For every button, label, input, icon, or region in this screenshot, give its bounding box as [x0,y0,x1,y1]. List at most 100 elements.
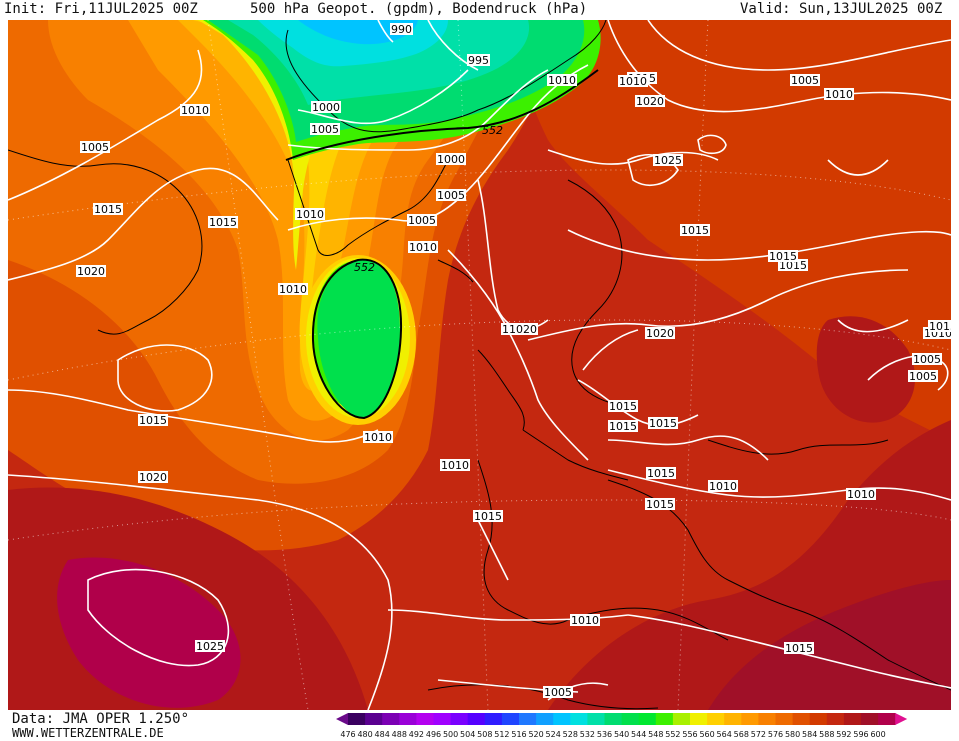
legend-swatch [501,713,520,725]
legend-tick-label: 560 [699,730,714,739]
isobar-label-text: 1005 [311,123,339,136]
isobar-label-box [208,216,238,228]
legend-swatch [826,713,845,725]
isobar-label-box [138,414,168,426]
isobar-label: 1015 [138,414,168,427]
legend-swatch [348,713,366,725]
isobar-label: 1015 [208,216,238,229]
legend-swatch [638,713,657,725]
geopotential-label: 552 [482,124,503,137]
isobar-label-box [784,642,814,654]
legend-swatch [382,713,400,725]
isobar-label-text: 1010 [409,241,437,254]
isobar-label-text: 1005 [544,686,572,699]
isobar-label-box [80,141,110,153]
isobar-label-text: 1015 [929,320,951,333]
weather-map: 552 552 99099510001005101010151010100510… [8,20,951,710]
isobar-label-box [436,189,466,201]
legend-swatch [655,713,674,725]
isobar-label-box [278,283,308,295]
isobar-label-text: 1015 [681,224,709,237]
isobar-label: 1010 [570,614,600,627]
legend-tick-label: 556 [682,730,697,739]
isobar-label-box [824,88,854,100]
legend-tick-label: 592 [836,730,851,739]
isobar-label-text: 1010 [571,614,599,627]
isobar-label-box [436,153,466,165]
legend-swatch [467,713,486,725]
isobar-label: 1010 [846,488,876,501]
website-label: WWW.WETTERZENTRALE.DE [12,726,164,740]
geopotential-552-lines [285,69,599,420]
isobar-label: 1005 [80,141,110,154]
legend-tick-label: 520 [528,730,543,739]
isobar-label: 1020 [635,95,665,108]
isobar-label-text: 1015 [94,203,122,216]
isobar-label: 1015 [646,467,676,480]
isobar-label-text: 1015 [609,420,637,433]
isobar-label: 1005 [908,370,938,383]
isobar-label-text: 1000 [437,153,465,166]
legend-swatch [519,713,537,725]
legend-tick-label: 552 [665,730,680,739]
geopotential-field [8,20,951,710]
isobar-label: 1000 [311,101,341,114]
isobar-label-box [846,488,876,500]
isobar-label: 1015 [93,203,123,216]
legend-tick-label: 596 [853,730,868,739]
data-source-label: Data: JMA OPER 1.250° [12,711,190,727]
legend-tick-label: 480 [357,730,372,739]
legend-tick-label: 516 [511,730,526,739]
isobar-label-box [76,265,106,277]
isobar-label-text: 1020 [139,471,167,484]
isobar-label-text: 1005 [909,370,937,383]
isobar-label-box [908,370,938,382]
isobar-label-box [648,417,678,429]
isobar-label: 1010 [180,104,210,117]
legend-tick-label: 508 [477,730,492,739]
legend-swatch [672,713,691,725]
isobar-label: 995 [467,54,490,67]
isobar-label-box [390,23,413,35]
legend-left-arrow [336,713,348,725]
legend-right-arrow [895,713,908,725]
legend-swatch [433,713,452,725]
legend-swatch [621,713,640,725]
isobar-label: 1015 [648,417,678,430]
legend-swatch [843,713,862,725]
isobar-label-text: 1010 [181,104,209,117]
legend-tick-label: 568 [734,730,749,739]
isobar-label: 1005 [407,214,437,227]
isobar-label-text: 1010 [364,431,392,444]
isobar-label-box [608,420,638,432]
isobar-label: 1015 [680,224,710,237]
legend-tick-label: 532 [580,730,595,739]
geopotential-label: 552 [354,261,375,274]
isobar-label-box [467,54,490,66]
isobar-label-text: 1020 [646,327,674,340]
color-legend: 476 480 484 488 492 496 500 504 508 512 516 520 524 5… [336,713,908,739]
isobar-label: 1010 [278,283,308,296]
valid-time-label: Valid: Sun,13JUL2025 00Z [740,1,943,17]
isobar-label: 1020 [76,265,106,278]
legend-tick-label: 544 [631,730,646,739]
isobar-label: 1015 [473,510,503,523]
legend-swatch [484,713,503,725]
legend-swatch [536,713,554,725]
isobar-label-box [138,471,168,483]
legend-swatch [758,713,776,725]
isobar-label-text: 1010 [279,283,307,296]
isobar-label: 1005 [543,686,573,699]
isobar-label: 1025 [653,154,683,167]
isobar-label: 1015 [608,420,638,433]
legend-tick-label: 600 [870,730,885,739]
isobar-label-box [195,640,225,652]
isobar-label-text: 1015 [209,216,237,229]
isobar-label: 1005 [310,123,340,136]
isobar-labels: 9909951000100510101015101010051005101010… [76,23,951,699]
isobar-label: 1015 [784,642,814,655]
isobar-label-box [473,510,503,522]
coastlines [8,20,951,710]
isobar-label-text: 1020 [636,95,664,108]
legend-tick-label: 548 [648,730,663,739]
